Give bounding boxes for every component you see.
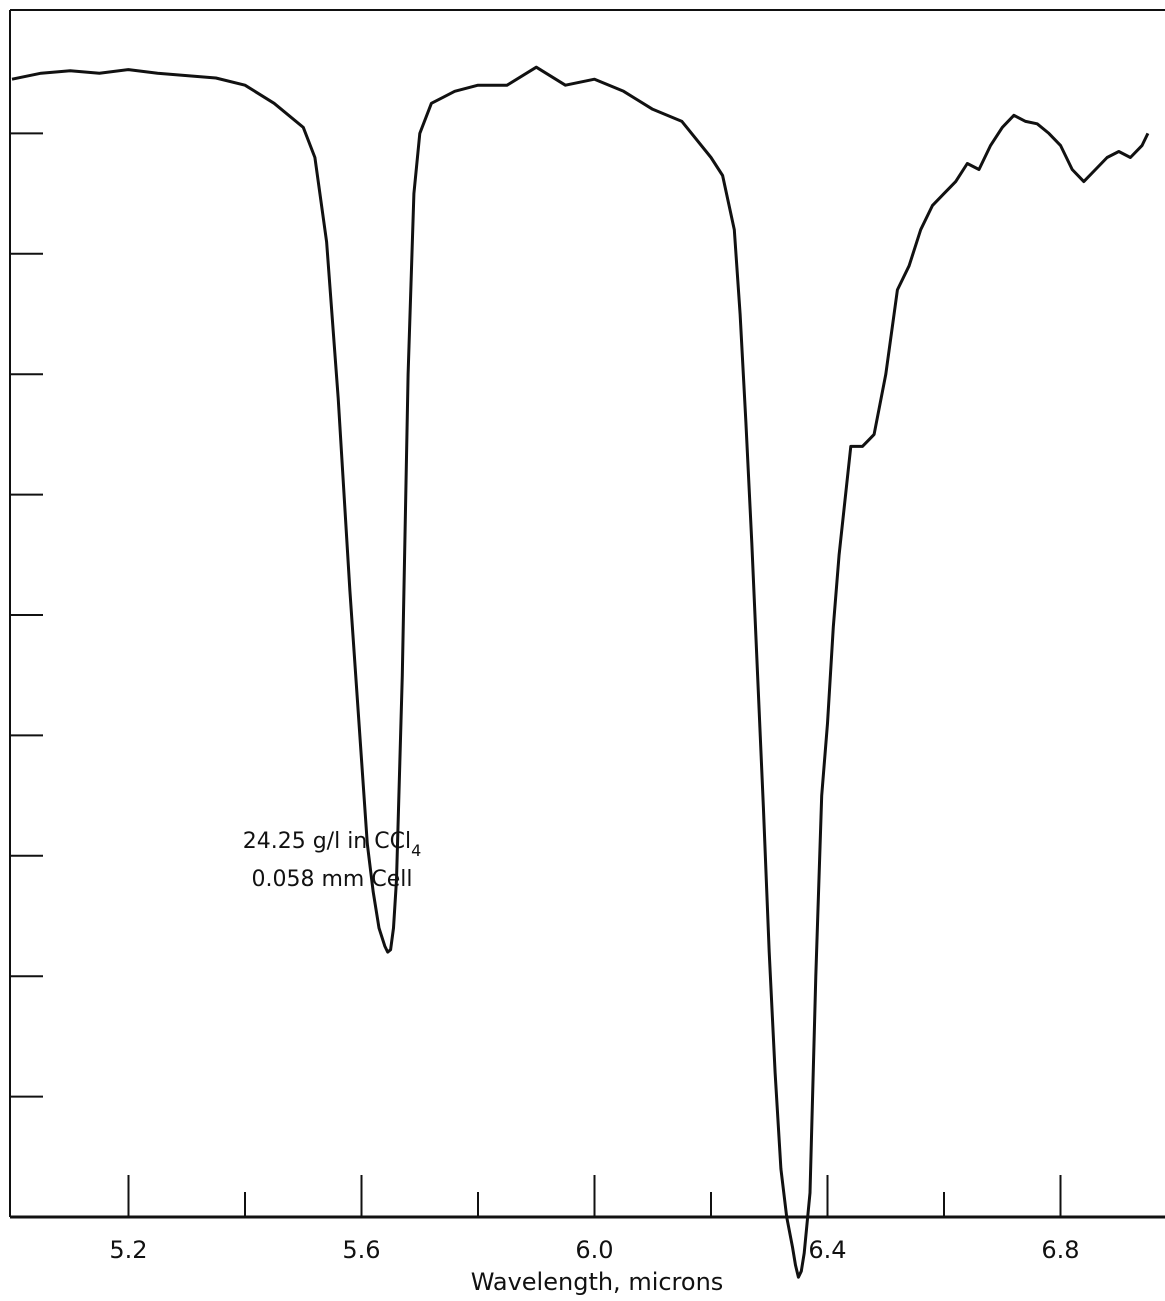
x-tick-label-4: 6.4 [808,1236,846,1264]
annotation-concentration-subscript: 4 [411,841,421,860]
x-tick-label-2: 5.6 [342,1236,380,1264]
annotation-cell: 0.058 mm Cell [252,867,413,892]
annotation-concentration: 24.25 g/l in CCl4 [243,829,422,860]
spectrum-line [11,65,1150,1279]
x-axis-ticks [127,1175,1062,1217]
plot-frame [9,9,1165,1219]
x-axis-label: Wavelength, microns [471,1268,724,1296]
annotation-concentration-text: 24.25 g/l in CCl [243,829,411,854]
x-tick-label-3: 6.0 [575,1236,613,1264]
x-tick-labels: 5.2 5.6 6.0 6.4 6.8 [109,1236,1079,1264]
y-axis-ticks [10,132,43,1098]
x-tick-label-1: 5.2 [109,1236,147,1264]
x-tick-label-5: 6.8 [1041,1236,1079,1264]
